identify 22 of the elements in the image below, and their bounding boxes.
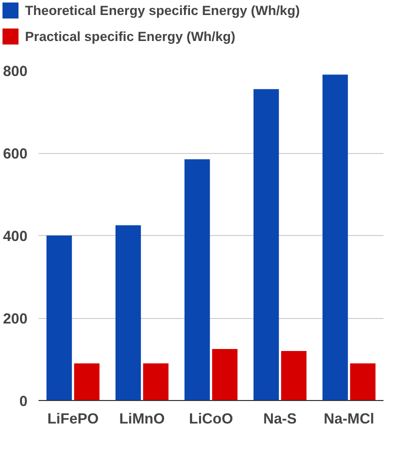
bar xyxy=(143,363,168,400)
legend-label: Theoretical Energy specific Energy (Wh/kg) xyxy=(25,2,300,18)
y-tick-label: 600 xyxy=(3,146,28,162)
x-tick-label: Na-S xyxy=(263,412,297,428)
bar xyxy=(184,159,210,400)
x-tick-label: LiMnO xyxy=(119,412,165,428)
bar xyxy=(254,89,279,400)
bar xyxy=(74,363,100,400)
bar xyxy=(116,225,141,400)
bar xyxy=(281,351,306,400)
bar xyxy=(350,363,376,400)
y-tick-label: 800 xyxy=(3,64,28,80)
y-tick-label: 0 xyxy=(19,394,28,410)
y-tick-label: 400 xyxy=(3,229,28,245)
y-tick-label: 200 xyxy=(3,312,28,328)
bar xyxy=(322,74,348,400)
x-tick-label: Na-MCl xyxy=(324,412,374,428)
x-tick-label: LiFePO xyxy=(47,412,99,428)
legend-label: Practical specific Energy (Wh/kg) xyxy=(25,28,236,44)
bar xyxy=(46,236,72,400)
x-tick-label: LiCoO xyxy=(189,412,233,428)
bar xyxy=(212,348,238,400)
